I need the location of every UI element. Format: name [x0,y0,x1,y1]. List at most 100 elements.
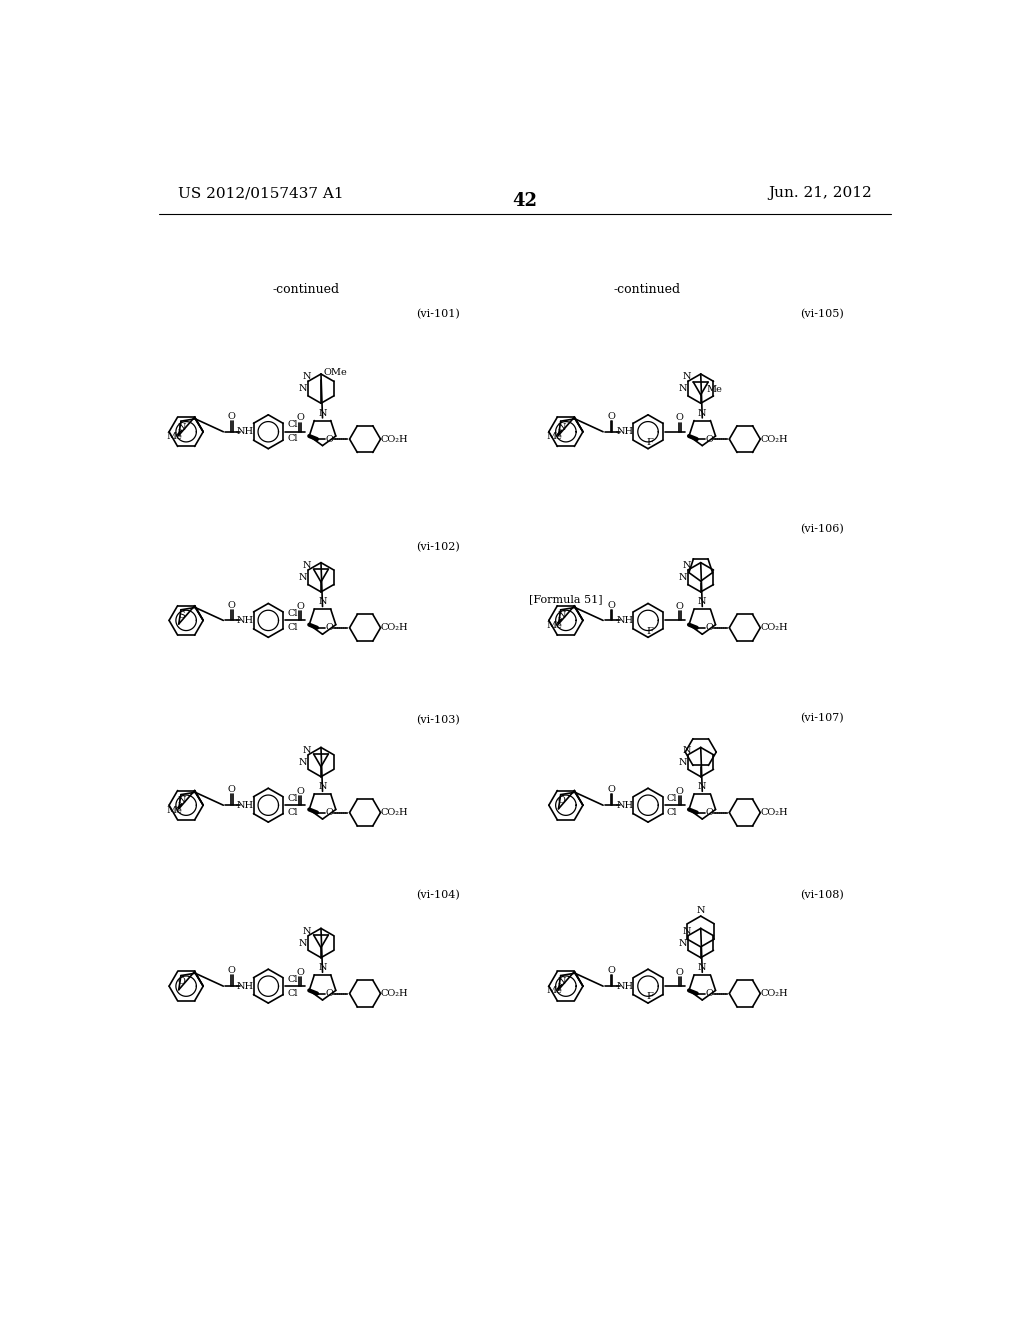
Text: NH: NH [616,428,633,436]
Text: O: O [607,412,615,421]
Text: Cl: Cl [287,808,298,817]
Text: NH: NH [237,801,254,809]
Text: N: N [318,598,327,606]
Text: O: O [326,434,334,444]
Text: (vi-102): (vi-102) [416,543,460,552]
Text: O: O [706,989,713,998]
Text: F: F [646,627,653,636]
Text: (vi-105): (vi-105) [800,309,844,319]
Text: N: N [557,422,565,432]
Text: N: N [318,409,327,417]
Text: N: N [698,409,707,417]
Text: N: N [318,783,327,791]
Text: (vi-106): (vi-106) [800,524,844,535]
Text: Cl: Cl [287,974,298,983]
Text: N: N [177,422,186,432]
Text: N: N [177,796,186,805]
Text: O: O [607,966,615,975]
Text: N: N [302,561,311,570]
Text: N: N [696,907,705,915]
Text: N: N [299,384,307,393]
Text: OMe: OMe [323,368,347,378]
Text: NH: NH [237,982,254,990]
Text: CO₂H: CO₂H [381,989,409,998]
Text: Jun. 21, 2012: Jun. 21, 2012 [768,186,872,201]
Text: O: O [296,413,304,422]
Text: O: O [296,968,304,977]
Text: (vi-108): (vi-108) [800,890,844,900]
Text: Cl: Cl [667,793,677,803]
Text: O: O [676,968,684,977]
Text: N: N [698,964,707,972]
Text: N: N [679,758,687,767]
Text: O: O [228,785,236,795]
Text: O: O [607,785,615,795]
Text: [Formula 51]: [Formula 51] [529,594,603,605]
Text: N: N [682,372,690,381]
Text: N: N [302,372,311,381]
Text: O: O [228,412,236,421]
Text: O: O [228,601,236,610]
Text: N: N [557,977,565,986]
Text: O: O [326,989,334,998]
Text: CO₂H: CO₂H [381,623,409,632]
Text: (vi-107): (vi-107) [800,713,844,723]
Text: CO₂H: CO₂H [381,434,409,444]
Text: N: N [682,927,690,936]
Text: N: N [698,783,707,791]
Text: O: O [676,413,684,422]
Text: 42: 42 [512,191,538,210]
Text: Me: Me [547,620,562,630]
Text: Me: Me [547,986,562,995]
Text: N: N [302,927,311,936]
Text: O: O [706,808,713,817]
Text: N: N [679,939,687,948]
Text: CO₂H: CO₂H [761,808,788,817]
Text: CO₂H: CO₂H [761,623,788,632]
Text: Cl: Cl [287,609,298,618]
Text: Me: Me [547,432,562,441]
Text: Me: Me [167,805,182,814]
Text: N: N [679,384,687,393]
Text: N: N [318,964,327,972]
Text: N: N [299,758,307,767]
Text: Me: Me [707,385,723,393]
Text: O: O [676,602,684,611]
Text: NH: NH [616,982,633,990]
Text: NH: NH [616,801,633,809]
Text: Cl: Cl [667,808,677,817]
Text: O: O [178,977,185,986]
Text: S: S [178,611,185,620]
Text: O: O [706,623,713,632]
Text: N: N [557,611,565,620]
Text: Cl: Cl [287,989,298,998]
Text: F: F [646,438,653,447]
Text: Me: Me [167,432,182,441]
Text: O: O [326,808,334,817]
Text: Cl: Cl [287,793,298,803]
Text: N: N [682,746,690,755]
Text: US 2012/0157437 A1: US 2012/0157437 A1 [178,186,344,201]
Text: O: O [706,434,713,444]
Text: -continued: -continued [272,282,340,296]
Text: O: O [228,966,236,975]
Text: O: O [326,623,334,632]
Text: O: O [557,796,565,805]
Text: N: N [682,561,690,570]
Text: Cl: Cl [287,434,298,444]
Text: (vi-101): (vi-101) [416,309,460,319]
Text: NH: NH [616,616,633,624]
Text: O: O [676,787,684,796]
Text: N: N [679,573,687,582]
Text: O: O [296,787,304,796]
Text: CO₂H: CO₂H [761,989,788,998]
Text: NH: NH [237,616,254,624]
Text: CO₂H: CO₂H [381,808,409,817]
Text: -continued: -continued [613,282,681,296]
Text: Cl: Cl [287,420,298,429]
Text: Cl: Cl [287,623,298,632]
Text: O: O [607,601,615,610]
Text: NH: NH [237,428,254,436]
Text: (vi-104): (vi-104) [416,890,460,900]
Text: N: N [302,746,311,755]
